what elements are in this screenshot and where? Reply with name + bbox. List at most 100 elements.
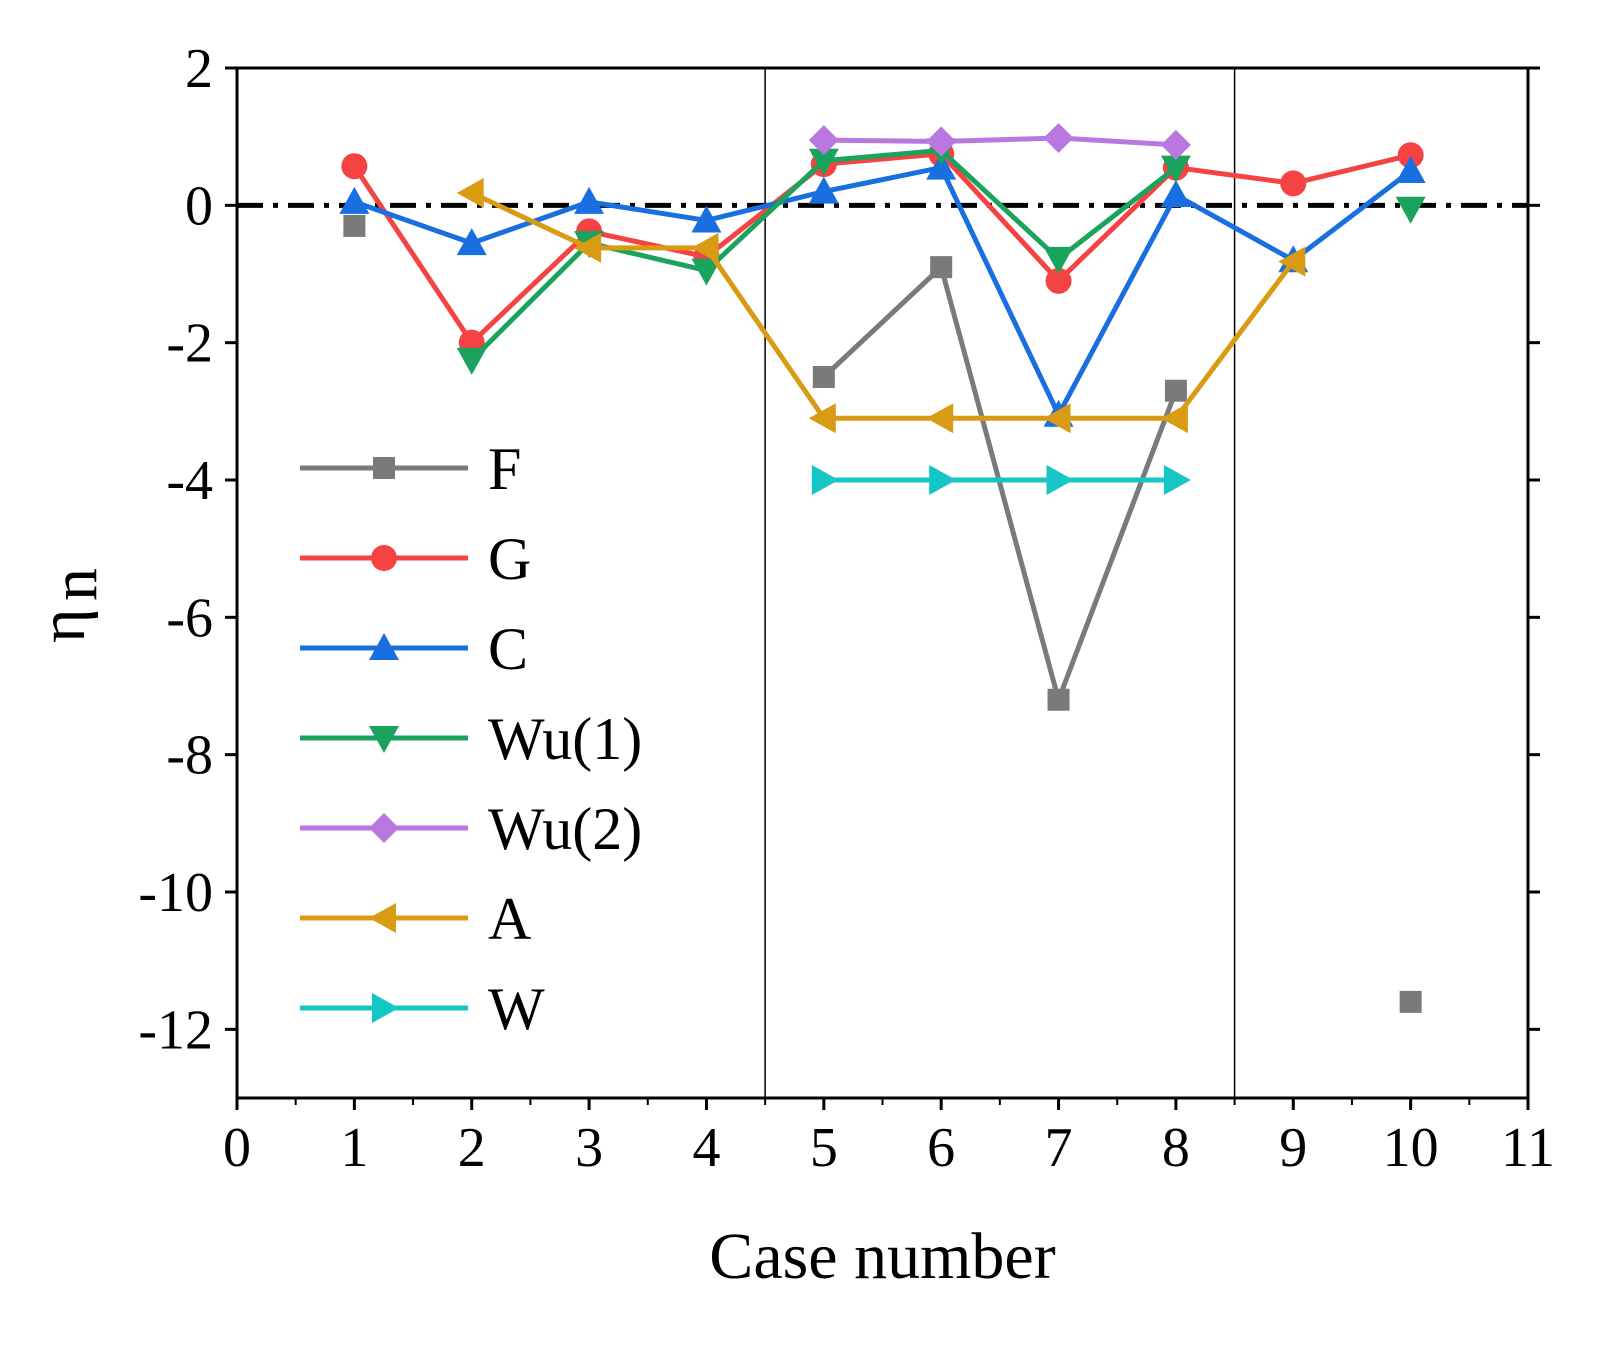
series-g-line xyxy=(352,151,1412,346)
series-w xyxy=(811,465,1191,495)
y-tick-label-2: 2 xyxy=(185,38,213,100)
series-w-point-7 xyxy=(1046,465,1074,495)
series-wu2-point-6 xyxy=(926,126,957,157)
series-wu1-point-8 xyxy=(1160,155,1191,183)
series-wu2-point-5 xyxy=(808,125,839,156)
series-g-point-9 xyxy=(1280,170,1307,197)
series-wu1-point-2 xyxy=(456,347,487,375)
series-a-point-6 xyxy=(926,403,954,434)
x-tick-label-6: 6 xyxy=(927,1117,955,1179)
series-a-point-7 xyxy=(1043,403,1071,434)
plot-frame xyxy=(235,66,1530,1100)
y-tick-label--6: -6 xyxy=(166,587,213,649)
series-c-point-2 xyxy=(456,228,487,256)
series-a-line xyxy=(470,190,1296,421)
series-w-point-5 xyxy=(811,465,839,495)
series-c-point-10 xyxy=(1395,156,1426,183)
legend: FGC Wu(1) Wu(2) AW xyxy=(300,436,642,1042)
x-axis-title: Case number xyxy=(709,1220,1055,1293)
y-axis-title-sub: n xyxy=(38,568,111,601)
series-wu1-point-7 xyxy=(1043,246,1074,274)
y-tick-label-0: 0 xyxy=(185,175,213,237)
legend-label-w: W xyxy=(488,976,545,1042)
series-f-point-5 xyxy=(812,366,835,388)
series-f xyxy=(343,214,1422,1013)
legend-label-c: C xyxy=(488,616,528,682)
series-a-point-8 xyxy=(1160,403,1188,434)
series-c-point-8 xyxy=(1160,180,1191,208)
y-tick-label--10: -10 xyxy=(138,862,213,924)
series-f-point-8 xyxy=(1164,379,1187,402)
series-a-point-3 xyxy=(574,232,602,263)
series-a-point-9 xyxy=(1278,246,1306,277)
series-wu2 xyxy=(808,123,1191,160)
y-tick-label--2: -2 xyxy=(166,313,213,375)
x-tick-label-5: 5 xyxy=(810,1117,838,1179)
legend-marker-g xyxy=(371,545,397,571)
series-c-point-3 xyxy=(574,186,605,214)
x-tick-label-7: 7 xyxy=(1045,1117,1073,1179)
series-c-point-5 xyxy=(808,176,839,204)
series-a-point-4 xyxy=(691,232,719,263)
legend-label-wu2: Wu(2) xyxy=(488,796,642,862)
series-c-point-4 xyxy=(691,205,722,233)
series-a-point-2 xyxy=(456,177,484,208)
x-tick-label-9: 9 xyxy=(1279,1117,1307,1179)
x-tick-label-2: 2 xyxy=(458,1117,486,1179)
legend-item-wu1: Wu(1) xyxy=(300,706,642,772)
y-axis-title: η n xyxy=(26,568,111,643)
series-f-point-1 xyxy=(343,214,366,237)
legend-marker-c xyxy=(369,633,399,660)
legend-marker-f xyxy=(373,457,395,479)
series-g-point-7 xyxy=(1045,267,1072,294)
x-tick-label-8: 8 xyxy=(1162,1117,1190,1179)
series-a xyxy=(456,177,1306,434)
series-f-point-6 xyxy=(930,256,953,279)
legend-label-a: A xyxy=(488,886,531,952)
legend-marker-w xyxy=(372,993,399,1023)
series-g-point-10 xyxy=(1397,142,1424,169)
legend-marker-a xyxy=(369,903,396,933)
series-wu1-point-5 xyxy=(808,148,839,176)
series-wu2-point-7 xyxy=(1043,123,1074,154)
legend-item-g: G xyxy=(300,526,531,592)
series-wu2-point-8 xyxy=(1160,129,1191,160)
y-axis-title-main: η xyxy=(26,608,99,643)
series-w-point-8 xyxy=(1163,465,1191,495)
legend-item-wu2: Wu(2) xyxy=(300,796,642,862)
legend-item-a: A xyxy=(300,886,531,952)
series-w-point-6 xyxy=(929,465,957,495)
legend-item-f: F xyxy=(300,436,521,502)
series-wu2-line xyxy=(823,135,1177,148)
y-tick-label--12: -12 xyxy=(138,999,213,1061)
y-tick-label--8: -8 xyxy=(166,725,213,787)
legend-label-wu1: Wu(1) xyxy=(488,706,642,772)
legend-item-c: C xyxy=(300,616,528,682)
y-tick-label--4: -4 xyxy=(166,450,213,512)
x-tick-label-1: 1 xyxy=(340,1117,368,1179)
series-g-point-1 xyxy=(341,153,368,180)
legend-label-g: G xyxy=(488,526,531,592)
x-tick-label-3: 3 xyxy=(575,1117,603,1179)
separator-layer xyxy=(764,68,1236,1098)
tick-layer: 0 1 2 3 4 5 6 7 8 9 10 11 2 0 -2 -4 -6 -8 -10 -12 xyxy=(138,38,1555,1179)
series-f-line xyxy=(822,264,1179,703)
series-wu1-point-4 xyxy=(691,258,722,286)
legend-label-f: F xyxy=(488,436,521,502)
legend-marker-wu1 xyxy=(369,726,399,753)
series-a-point-5 xyxy=(808,403,836,434)
series-c-point-6 xyxy=(926,152,957,180)
x-tick-label-0: 0 xyxy=(223,1117,251,1179)
x-tick-label-10: 10 xyxy=(1383,1117,1439,1179)
legend-item-w: W xyxy=(300,976,545,1042)
x-tick-label-4: 4 xyxy=(692,1117,720,1179)
series-f-point-10 xyxy=(1399,990,1422,1013)
legend-marker-wu2 xyxy=(369,813,399,843)
series-layer xyxy=(339,123,1426,1013)
x-tick-label-11: 11 xyxy=(1501,1117,1555,1179)
series-wu1-point-10 xyxy=(1395,196,1426,224)
series-f-point-7 xyxy=(1047,688,1070,711)
series-c-point-1 xyxy=(339,186,370,214)
series-c xyxy=(339,152,1426,427)
